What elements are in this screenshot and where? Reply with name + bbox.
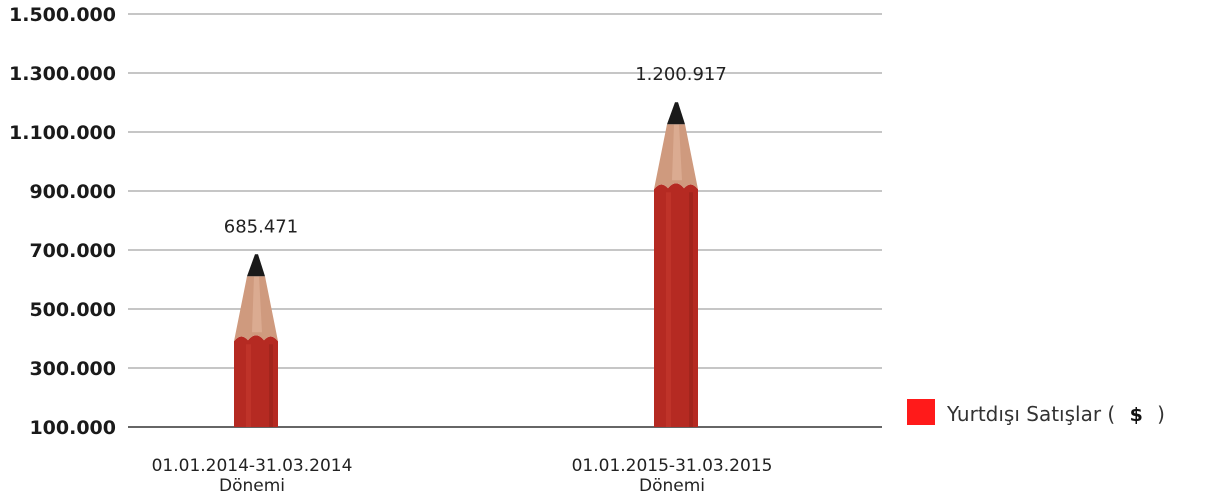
x-axis-ticks: 01.01.2014-31.03.2014Dönemi01.01.2015-31… (152, 456, 773, 496)
y-axis-ticks: 100.000 300.000 500.000 700.000 900.000 1.100… (9, 4, 116, 439)
x-tick-label: 01.01.2014-31.03.2014 (152, 456, 353, 476)
legend: Yurtdışı Satışlar ( $ ) (907, 399, 1165, 426)
data-label: 685.471 (224, 216, 298, 237)
y-tick-label: 300.000 (29, 358, 116, 380)
pencil-wood-shine (672, 124, 682, 181)
y-tick-label: 1.300.000 (9, 63, 116, 85)
pencil-facet-shadow (269, 344, 273, 427)
pencil-bar (234, 254, 278, 427)
pencil-lead-tip (667, 102, 685, 125)
legend-swatch (907, 399, 935, 425)
y-tick-label: 1.500.000 (9, 4, 116, 26)
pencil-facet-highlight (666, 192, 671, 427)
legend-close: ) (1157, 402, 1165, 426)
pencil-facet-highlight (246, 344, 251, 427)
legend-dollar-symbol: $ (1130, 404, 1143, 426)
y-tick-label: 900.000 (29, 181, 116, 203)
pencil-bars: 685.471 1.200.917 (224, 64, 727, 427)
pencil-wood-shine (252, 276, 262, 333)
pencil-body (654, 183, 698, 427)
data-label: 1.200.917 (635, 64, 727, 85)
pencil-body (234, 335, 278, 427)
y-tick-label: 700.000 (29, 240, 116, 262)
y-tick-label: 100.000 (29, 417, 116, 439)
legend-label: Yurtdışı Satışlar ( $ ) (946, 402, 1165, 426)
pencil-bar (654, 102, 698, 427)
y-tick-label: 500.000 (29, 299, 116, 321)
pencil-facet-shadow (689, 192, 693, 427)
legend-text: Yurtdışı Satışlar ( (946, 402, 1115, 426)
x-tick-label: 01.01.2015-31.03.2015 (572, 456, 773, 476)
y-tick-label: 1.100.000 (9, 122, 116, 144)
x-tick-label: Dönemi (639, 476, 705, 496)
x-tick-label: Dönemi (219, 476, 285, 496)
pencil-lead-tip (247, 254, 265, 277)
